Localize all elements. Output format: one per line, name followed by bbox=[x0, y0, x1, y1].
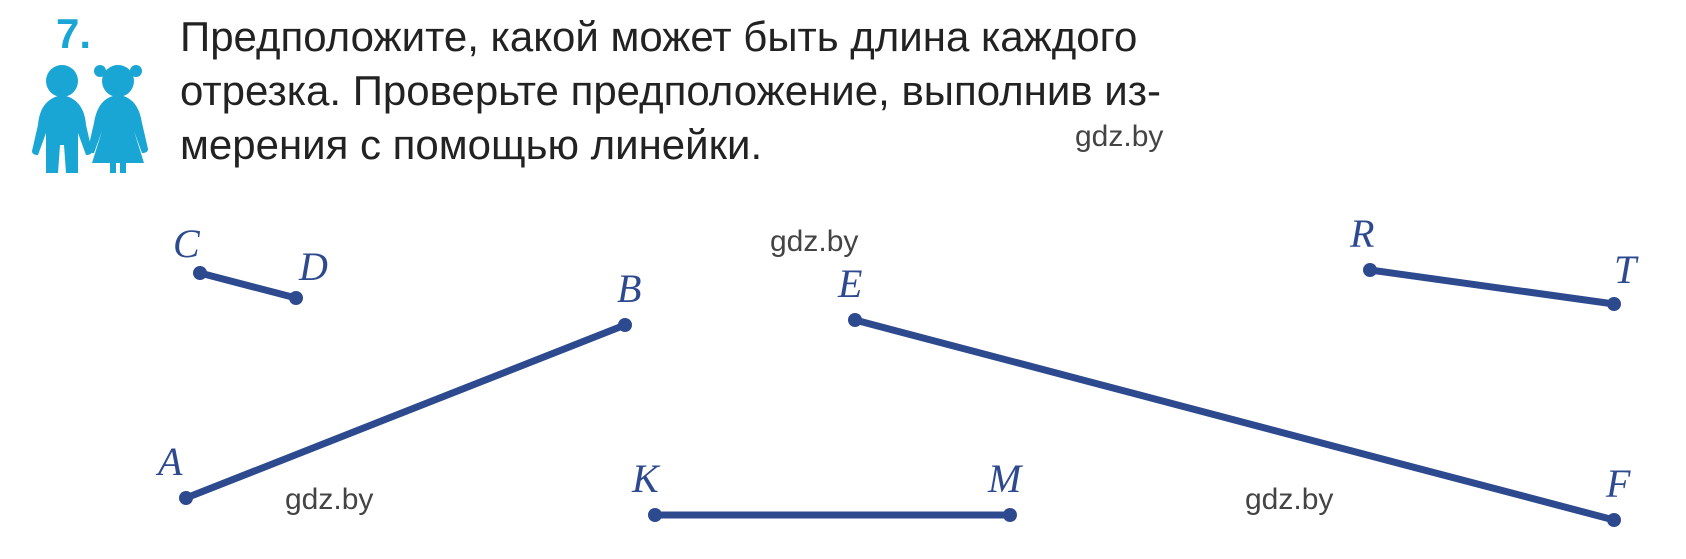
segment-RT bbox=[1370, 270, 1614, 304]
point-label-E: E bbox=[838, 260, 862, 307]
watermark: gdz.by bbox=[1245, 483, 1333, 517]
segment-endpoint bbox=[179, 491, 193, 505]
segment-CD bbox=[200, 273, 296, 298]
watermark: gdz.by bbox=[770, 225, 858, 259]
point-label-F: F bbox=[1606, 460, 1630, 507]
point-label-T: T bbox=[1614, 246, 1636, 293]
segment-endpoint bbox=[648, 508, 662, 522]
segment-endpoint bbox=[289, 291, 303, 305]
segment-endpoint bbox=[1607, 297, 1621, 311]
point-label-К: К bbox=[632, 455, 659, 502]
segment-endpoint bbox=[848, 313, 862, 327]
segment-endpoint bbox=[1003, 508, 1017, 522]
point-label-A: A bbox=[158, 438, 182, 485]
watermark: gdz.by bbox=[1075, 120, 1163, 154]
segment-AB bbox=[186, 325, 625, 498]
watermark: gdz.by bbox=[285, 483, 373, 517]
segment-endpoint bbox=[1363, 263, 1377, 277]
segment-endpoint bbox=[1607, 513, 1621, 527]
point-label-B: B bbox=[617, 265, 641, 312]
segment-endpoint bbox=[618, 318, 632, 332]
point-label-D: D bbox=[299, 243, 328, 290]
segment-EF bbox=[855, 320, 1614, 520]
point-label-C: C bbox=[173, 220, 200, 267]
segment-endpoint bbox=[193, 266, 207, 280]
point-label-R: R bbox=[1350, 210, 1374, 257]
point-label-M: M bbox=[988, 455, 1021, 502]
